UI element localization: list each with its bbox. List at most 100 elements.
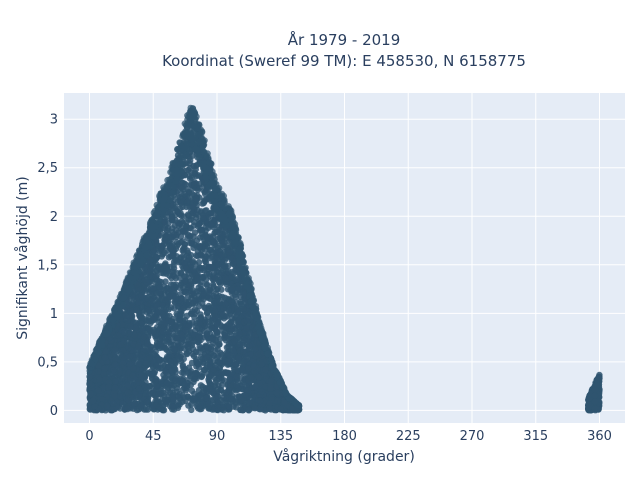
data-point: [203, 282, 211, 289]
data-point: [266, 400, 273, 407]
data-point: [201, 197, 208, 204]
data-point: [183, 203, 190, 211]
data-point: [193, 237, 201, 244]
data-point: [179, 363, 186, 370]
data-point: [105, 379, 113, 386]
data-point: [145, 307, 152, 314]
data-point: [202, 223, 209, 231]
data-point: [222, 389, 230, 396]
data-point: [222, 228, 229, 235]
data-point: [210, 239, 217, 246]
data-point: [243, 324, 250, 332]
data-point: [211, 406, 218, 413]
data-point: [132, 324, 139, 331]
data-point: [196, 264, 203, 271]
data-point: [110, 400, 117, 407]
data-point: [211, 308, 219, 315]
data-point: [161, 320, 168, 327]
data-point: [181, 277, 189, 285]
data-point: [219, 293, 226, 300]
data-point: [226, 403, 233, 410]
data-point: [136, 312, 143, 319]
data-point: [137, 403, 145, 410]
data-point: [186, 239, 194, 247]
data-point: [144, 294, 151, 302]
data-point: [150, 350, 157, 358]
data-point: [174, 303, 182, 310]
data-point: [227, 383, 234, 391]
data-point: [221, 243, 228, 250]
data-point: [223, 313, 230, 320]
data-point: [217, 396, 225, 404]
data-point: [159, 383, 166, 390]
data-point: [201, 188, 209, 196]
data-point: [162, 344, 169, 352]
data-point: [180, 254, 188, 262]
data-point: [228, 269, 236, 276]
data-point: [214, 385, 221, 393]
data-point: [188, 291, 196, 299]
data-point: [217, 276, 224, 283]
data-point: [171, 346, 178, 353]
data-point: [168, 214, 176, 221]
data-point: [163, 353, 171, 361]
data-point: [182, 341, 189, 348]
data-point: [155, 307, 162, 315]
data-point: [128, 312, 135, 319]
data-point: [141, 383, 149, 391]
data-point: [209, 233, 217, 240]
data-point: [187, 225, 194, 232]
data-point: [178, 295, 185, 303]
data-point: [225, 262, 232, 270]
data-point: [204, 361, 211, 369]
data-point: [183, 350, 191, 358]
data-point: [165, 384, 172, 392]
data-point: [216, 234, 223, 241]
data-point: [204, 313, 212, 320]
data-point: [174, 312, 181, 319]
data-point: [193, 195, 200, 203]
data-point: [185, 402, 192, 409]
data-point: [177, 281, 185, 289]
data-point: [205, 294, 212, 301]
data-point: [252, 383, 259, 390]
data-point: [196, 302, 203, 310]
data-point: [197, 395, 205, 402]
data-point: [233, 373, 240, 380]
data-point: [124, 317, 131, 324]
data-point: [206, 385, 213, 392]
data-point: [159, 396, 166, 403]
data-point: [185, 231, 192, 238]
data-point: [216, 359, 223, 366]
data-point: [189, 350, 196, 358]
data-point: [146, 355, 153, 362]
data-point: [111, 384, 119, 391]
data-point: [139, 324, 146, 332]
data-point: [235, 317, 242, 325]
data-point: [176, 274, 183, 281]
data-point: [111, 378, 119, 385]
data-point: [200, 366, 208, 374]
data-point: [206, 246, 214, 254]
data-point: [251, 405, 259, 412]
data-point: [221, 257, 228, 264]
data-point: [170, 330, 177, 338]
data-point: [229, 347, 237, 354]
data-point: [135, 385, 143, 392]
data-point: [187, 278, 194, 285]
data-point: [209, 264, 216, 271]
data-point: [126, 360, 134, 368]
data-point: [165, 339, 173, 346]
data-point: [191, 169, 198, 176]
data-point: [140, 272, 147, 279]
data-point: [191, 229, 199, 236]
data-point: [245, 365, 252, 373]
data-point: [232, 398, 240, 405]
data-point: [159, 328, 167, 335]
data-point: [177, 358, 185, 365]
data-point: [197, 315, 204, 322]
data-point: [203, 353, 210, 361]
data-point: [193, 400, 201, 407]
data-point: [190, 203, 197, 210]
data-point: [148, 404, 156, 412]
